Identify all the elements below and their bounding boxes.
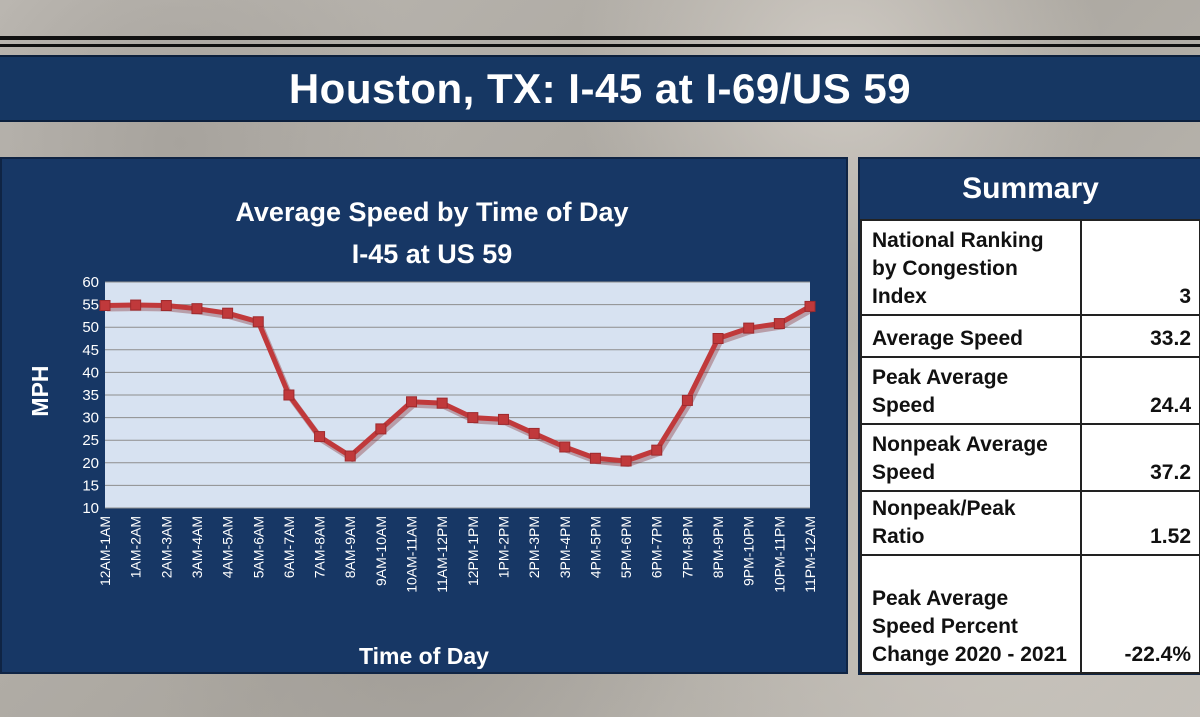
x-tick-label: 5AM-6AM (250, 516, 266, 578)
data-point (681, 394, 693, 406)
y-tick-label: 20 (82, 455, 99, 472)
x-tick-label: 1PM-2PM (495, 516, 511, 578)
chart-panel: Average Speed by Time of Day I-45 at US … (0, 157, 848, 674)
data-point (651, 444, 663, 456)
x-tick-label: 10AM-11AM (404, 516, 420, 593)
data-point (559, 441, 571, 453)
data-point (743, 322, 755, 334)
data-point (528, 427, 540, 439)
x-tick-label: 8PM-9PM (710, 516, 726, 578)
data-point (344, 450, 356, 462)
x-tick-label: 8AM-9AM (342, 516, 358, 578)
summary-table: National Ranking by Congestion Index 3 A… (860, 219, 1200, 674)
data-point (620, 455, 632, 467)
data-point (467, 412, 479, 424)
x-tick-label: 4PM-5PM (587, 516, 603, 578)
y-tick-label: 60 (82, 274, 99, 291)
x-tick-label: 2PM-3PM (526, 516, 542, 578)
summary-heading: Summary (860, 159, 1200, 219)
summary-label: Nonpeak Average Speed (860, 423, 1082, 492)
chart-subtitle: I-45 at US 59 (352, 239, 513, 269)
table-row: Nonpeak Average Speed 37.2 (860, 423, 1200, 492)
summary-value: -22.4% (1080, 554, 1200, 674)
table-row: Nonpeak/Peak Ratio 1.52 (860, 490, 1200, 556)
summary-value: 24.4 (1080, 356, 1200, 425)
data-point (712, 333, 724, 344)
summary-label: Average Speed (860, 314, 1082, 358)
summary-value: 3 (1080, 219, 1200, 316)
x-tick-label: 12AM-1AM (97, 516, 113, 586)
data-point (252, 316, 264, 328)
data-point (375, 423, 387, 435)
y-tick-label: 40 (82, 364, 99, 381)
summary-label: Nonpeak/Peak Ratio (860, 490, 1082, 556)
data-point (283, 389, 295, 401)
x-tick-label: 12PM-1PM (465, 516, 481, 586)
y-axis-label: MPH (27, 365, 53, 416)
title-bar: Houston, TX: I-45 at I-69/US 59 (0, 55, 1200, 122)
table-row: Average Speed 33.2 (860, 314, 1200, 358)
summary-label: Peak Average Speed (860, 356, 1082, 425)
x-tick-label: 4AM-5AM (220, 516, 236, 578)
y-tick-label: 15 (82, 477, 99, 494)
data-point (160, 300, 172, 312)
data-point (191, 303, 203, 315)
data-point (222, 307, 234, 319)
summary-label: Peak Average Speed Percent Change 2020 -… (860, 554, 1082, 674)
y-tick-label: 25 (82, 432, 99, 449)
y-tick-label: 35 (82, 387, 99, 404)
x-tick-label: 11AM-12PM (434, 516, 450, 593)
data-point (497, 413, 509, 425)
data-point (314, 431, 326, 443)
data-point (130, 299, 142, 311)
data-point (589, 452, 601, 464)
speed-chart: Average Speed by Time of Day I-45 at US … (27, 197, 818, 669)
x-tick-label: 9AM-10AM (373, 516, 389, 586)
y-tick-label: 10 (82, 500, 99, 517)
table-row: National Ranking by Congestion Index 3 (860, 219, 1200, 316)
x-tick-label: 3PM-4PM (557, 516, 573, 578)
data-point (406, 396, 418, 408)
data-point (773, 318, 785, 330)
summary-value: 1.52 (1080, 490, 1200, 556)
data-point (804, 300, 816, 312)
x-tick-label: 11PM-12AM (802, 516, 818, 593)
summary-label: National Ranking by Congestion Index (860, 219, 1082, 316)
data-point (99, 300, 111, 312)
x-tick-label: 9PM-10PM (741, 516, 757, 586)
y-tick-label: 55 (82, 297, 99, 314)
chart-title: Average Speed by Time of Day (235, 197, 628, 227)
x-tick-label: 3AM-4AM (189, 516, 205, 578)
x-tick-label: 7PM-8PM (679, 516, 695, 578)
x-tick-label: 10PM-11PM (771, 516, 787, 593)
y-tick-label: 30 (82, 410, 99, 427)
y-tick-label: 45 (82, 342, 99, 359)
x-tick-label: 6AM-7AM (281, 516, 297, 578)
table-row: Peak Average Speed 24.4 (860, 356, 1200, 425)
top-rule-thin (0, 44, 1200, 47)
summary-panel: Summary National Ranking by Congestion I… (858, 157, 1200, 675)
page-title: Houston, TX: I-45 at I-69/US 59 (288, 64, 912, 112)
x-tick-label: 7AM-8AM (312, 516, 328, 578)
summary-value: 37.2 (1080, 423, 1200, 492)
summary-value: 33.2 (1080, 314, 1200, 358)
top-rule (0, 36, 1200, 40)
data-point (436, 397, 448, 409)
x-tick-label: 6PM-7PM (649, 516, 665, 578)
x-axis-label: Time of Day (359, 643, 489, 669)
x-tick-label: 1AM-2AM (128, 516, 144, 578)
x-tick-label: 5PM-6PM (618, 516, 634, 578)
y-tick-label: 50 (82, 319, 99, 336)
x-tick-label: 2AM-3AM (158, 516, 174, 578)
table-row: Peak Average Speed Percent Change 2020 -… (860, 554, 1200, 674)
